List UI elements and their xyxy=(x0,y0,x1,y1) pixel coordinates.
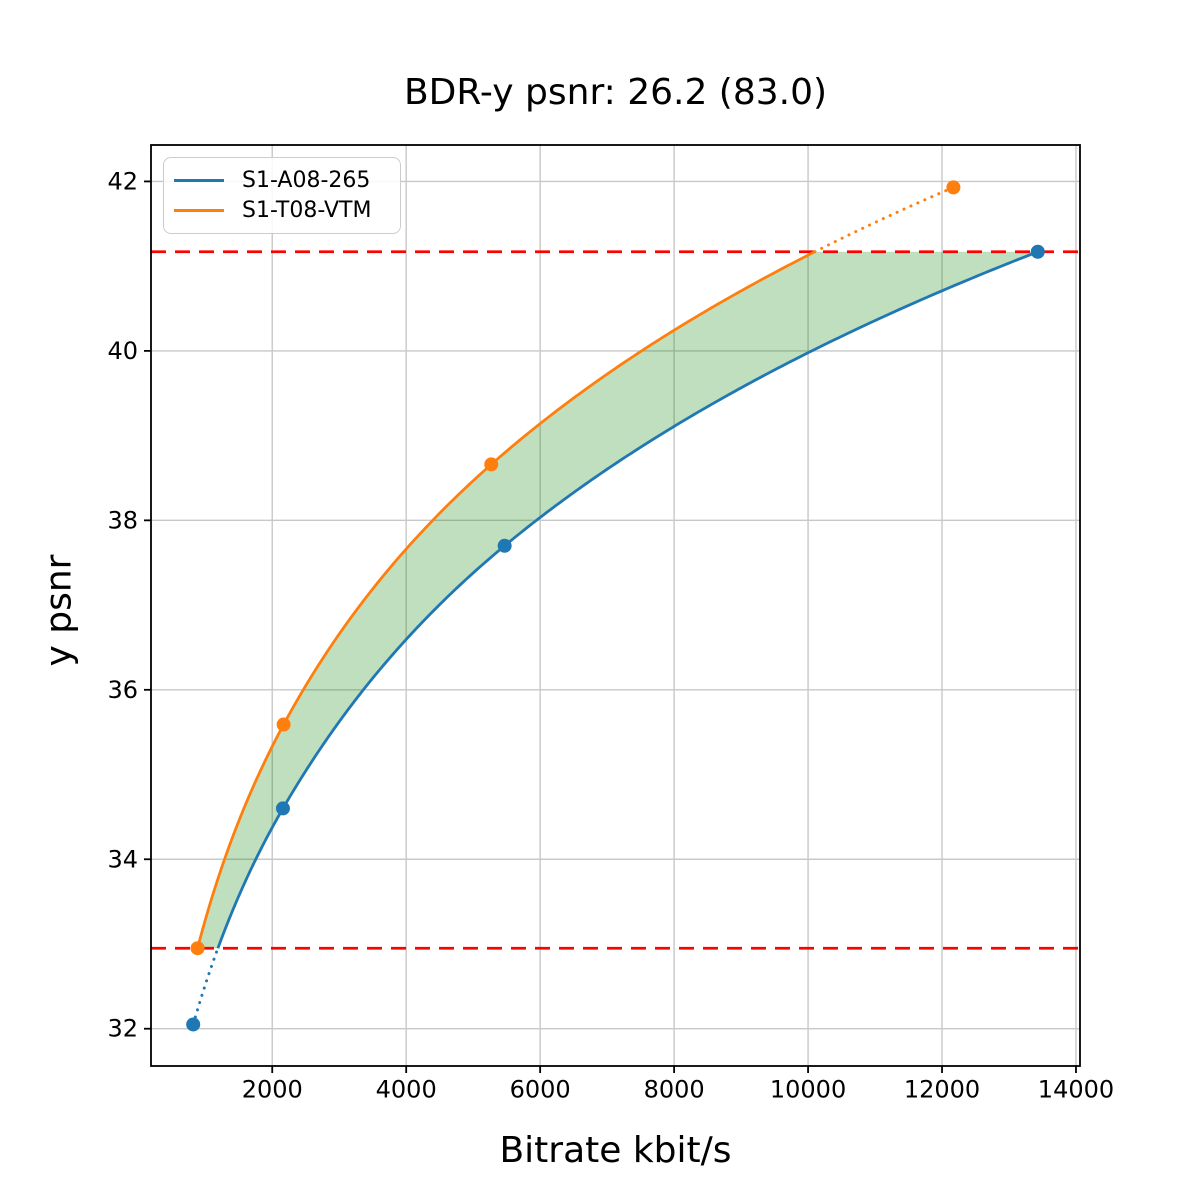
axis-ticks xyxy=(144,180,1077,1073)
plot-border xyxy=(150,144,1081,1067)
data-point xyxy=(190,941,205,956)
x-tick-label: 4000 xyxy=(376,1076,437,1104)
x-tick-label: 10000 xyxy=(770,1076,846,1104)
series-1-curve-extrapolated xyxy=(813,185,955,254)
legend-label-series-0: S1-A08-265 xyxy=(242,167,371,193)
series-0-markers xyxy=(186,244,1045,1032)
chart-title: BDR-y psnr: 26.2 (83.0) xyxy=(403,72,828,113)
legend-line-swatch-series-1 xyxy=(174,209,224,213)
grid-lines xyxy=(151,145,1080,1066)
data-point xyxy=(186,1017,201,1032)
overlap-bound-lines xyxy=(151,250,1080,950)
tick-labels: 2000 4000 6000 8000 10000 12000 14000 32 34 36 38 4… xyxy=(107,167,1114,1103)
y-axis-label: y psnr xyxy=(38,554,80,667)
y-tick-label: 34 xyxy=(107,845,138,873)
x-tick-label: 6000 xyxy=(510,1076,571,1104)
legend-label-series-1: S1-T08-VTM xyxy=(242,198,372,224)
series-1-markers xyxy=(190,180,961,956)
x-tick-label: 8000 xyxy=(644,1076,705,1104)
y-tick-label: 38 xyxy=(107,506,138,534)
series-0-curve-extrapolated xyxy=(191,946,220,1026)
legend-line-swatch-series-0 xyxy=(174,178,224,182)
legend-item: S1-T08-VTM xyxy=(174,198,390,223)
data-point xyxy=(946,180,961,195)
legend-item: S1-A08-265 xyxy=(174,168,390,193)
data-point xyxy=(1030,244,1045,259)
x-tick-label: 12000 xyxy=(904,1076,980,1104)
y-tick-label: 42 xyxy=(107,167,138,195)
data-point xyxy=(275,801,290,816)
data-point xyxy=(497,538,512,553)
legend: S1-A08-265 S1-T08-VTM xyxy=(163,157,401,234)
series-1-curve xyxy=(196,250,816,949)
x-tick-label: 2000 xyxy=(242,1076,303,1104)
y-tick-label: 36 xyxy=(107,676,138,704)
bd-overlap-fill xyxy=(197,251,1038,949)
x-axis-label: Bitrate kbit/s xyxy=(499,1130,732,1171)
y-tick-label: 40 xyxy=(107,337,138,365)
x-tick-label: 14000 xyxy=(1038,1076,1114,1104)
y-tick-label: 32 xyxy=(107,1015,138,1043)
data-point xyxy=(276,717,291,732)
data-point xyxy=(484,457,499,472)
series-0-curve xyxy=(216,250,1039,949)
